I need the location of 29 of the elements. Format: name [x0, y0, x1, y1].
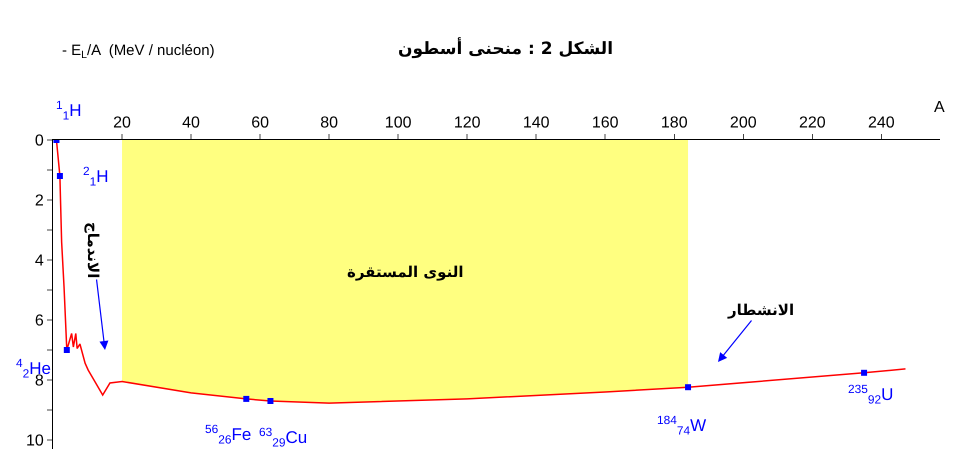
point — [267, 398, 274, 404]
x-tick-label: 80 — [320, 114, 338, 132]
x-tick-label: 160 — [592, 114, 619, 132]
point — [243, 396, 250, 402]
x-tick-label: 100 — [384, 114, 412, 132]
point — [64, 347, 70, 353]
x-tick-label: 220 — [798, 114, 826, 132]
chart-title: الشكل 2 : منحنى أسطون — [398, 37, 614, 59]
x-tick-label: 40 — [182, 114, 200, 132]
band-label: النوى المستقرة — [347, 263, 464, 281]
x-tick-label: 120 — [454, 114, 481, 132]
x-tick-label: 200 — [730, 114, 757, 132]
x-tick-label: 20 — [113, 114, 132, 132]
point — [861, 370, 868, 376]
x-axis-title: A — [934, 99, 945, 116]
x-tick-label: 240 — [868, 114, 895, 132]
x-tick-label: 140 — [522, 114, 550, 132]
x-tick-label: 60 — [251, 114, 270, 132]
y-tick-label: 10 — [26, 432, 44, 450]
y-tick-label: 2 — [34, 192, 44, 210]
y-tick-label: 0 — [34, 132, 44, 150]
point — [685, 384, 692, 390]
annotation: الانشطار — [727, 301, 794, 319]
x-tick-label: 180 — [660, 114, 688, 132]
y-tick-label: 4 — [34, 252, 44, 270]
y-axis-title: - E$_{L}$/A (MeV / nucléon) — [62, 42, 215, 62]
point — [56, 173, 63, 179]
y-tick-label: 6 — [34, 312, 44, 330]
annotation: الاندماج — [84, 222, 102, 278]
